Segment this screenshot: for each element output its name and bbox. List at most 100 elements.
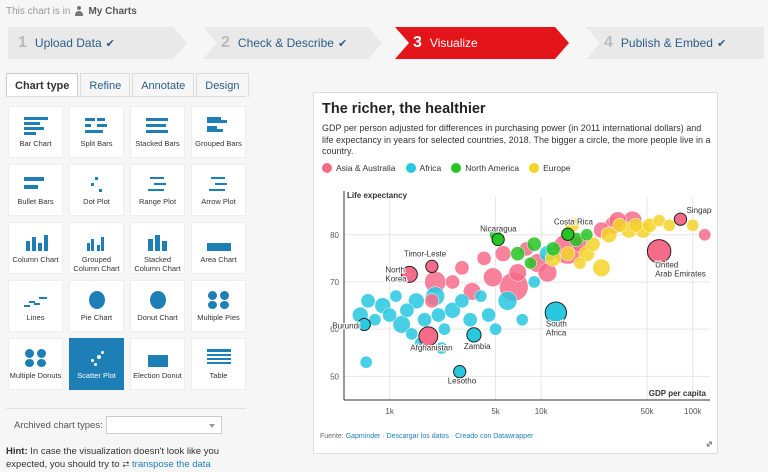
chart-type-multiple-donuts[interactable]: Multiple Donuts — [8, 338, 63, 390]
workflow-steps: 1 Upload Data ✔ 2 Check & Describe ✔ 3 V… — [8, 27, 764, 59]
data-point — [481, 307, 497, 323]
user-icon — [74, 6, 84, 16]
step-upload-data[interactable]: 1 Upload Data ✔ — [8, 27, 187, 59]
chart-type-label: Stacked Column Chart — [134, 255, 181, 273]
data-point — [399, 302, 415, 318]
chart-type-scatter-plot[interactable]: Scatter Plot — [69, 338, 124, 390]
chart-type-stacked-column-chart[interactable]: Stacked Column Chart — [130, 222, 185, 274]
chart-type-stacked-bars[interactable]: Stacked Bars — [130, 106, 185, 158]
chart-type-label: Lines — [26, 313, 45, 322]
chart-type-dot-plot[interactable]: Dot Plot — [69, 164, 124, 216]
chart-type-label: Election Donut — [133, 371, 182, 380]
tab-annotate[interactable]: Annotate — [132, 73, 195, 97]
chart-preview: The richer, the healthier GDP per person… — [313, 92, 718, 454]
transpose-data-link[interactable]: transpose the data — [132, 459, 211, 470]
step-number: 2 — [221, 34, 230, 51]
y-tick-label: 50 — [330, 372, 339, 381]
chart-type-label: Scatter Plot — [77, 371, 116, 380]
chart-type-label: Multiple Pies — [197, 313, 240, 322]
area-chart-icon — [206, 233, 231, 251]
chart-type-election-donut[interactable]: Election Donut — [130, 338, 185, 390]
chart-type-area-chart[interactable]: Area Chart — [191, 222, 246, 274]
data-point — [600, 226, 618, 244]
labeled-data-point — [357, 317, 371, 332]
step-check-describe[interactable]: 2 Check & Describe ✔ — [203, 27, 382, 59]
election-donut-icon — [146, 349, 170, 367]
step-publish-embed[interactable]: 4 Publish & Embed ✔ — [586, 27, 764, 59]
scatter-plot-icon — [85, 349, 109, 367]
chart-type-multiple-pies[interactable]: Multiple Pies — [191, 280, 246, 332]
chart-type-grouped-column-chart[interactable]: Grouped Column Chart — [69, 222, 124, 274]
y-tick-label: 80 — [330, 231, 339, 240]
legend-item: Africa — [405, 163, 441, 173]
chart-type-arrow-plot[interactable]: Arrow Plot — [191, 164, 246, 216]
scatter-plot: 50 60 70 80 1k 5k 10k 50k 100k Life expectancy GDP… — [330, 191, 712, 416]
labeled-data-point — [646, 239, 672, 264]
chart-type-label: Range Plot — [138, 197, 177, 206]
tab-refine[interactable]: Refine — [80, 73, 131, 97]
chart-type-label: Donut Chart — [137, 313, 178, 322]
chart-type-bar-chart[interactable]: Bar Chart — [8, 106, 63, 158]
tab-chart-type[interactable]: Chart type — [6, 73, 79, 97]
range-plot-icon — [146, 175, 170, 193]
data-point — [444, 302, 461, 319]
chart-type-column-chart[interactable]: Column Chart — [8, 222, 63, 274]
data-point — [438, 322, 451, 336]
multiple-pies-icon — [207, 291, 231, 309]
chart-type-table[interactable]: Table — [191, 338, 246, 390]
chart-type-label: Bullet Bars — [17, 197, 54, 206]
point-label: Afghanistan — [410, 343, 452, 352]
data-point — [592, 258, 611, 277]
data-point — [489, 322, 502, 336]
dot-plot-icon — [85, 175, 109, 193]
step-number: 1 — [18, 34, 27, 51]
folder-name-link[interactable]: My Charts — [88, 5, 137, 17]
step-number: 4 — [604, 34, 613, 51]
data-point — [585, 236, 601, 252]
data-point — [527, 275, 541, 289]
grouped-column-chart-icon — [85, 233, 109, 251]
labeled-data-point — [561, 227, 575, 241]
column-chart-icon — [24, 233, 48, 251]
x-tick-label: 1k — [385, 407, 394, 416]
archived-chart-type-select[interactable] — [106, 416, 222, 434]
step-label: Upload Data — [34, 36, 102, 50]
resize-handle-icon[interactable]: ⇕ — [703, 437, 716, 451]
source-link-gapminder[interactable]: Gapminder — [345, 433, 381, 440]
legend-item: North America — [451, 163, 519, 173]
data-point — [417, 312, 432, 328]
data-point — [360, 293, 376, 309]
chart-type-label: Bar Chart — [19, 139, 52, 148]
source-link-download[interactable]: Descargar los datos — [386, 433, 449, 440]
check-icon: ✔ — [337, 37, 348, 50]
chart-type-lines[interactable]: Lines — [8, 280, 63, 332]
transpose-icon: ⮂ — [122, 459, 130, 469]
arrow-plot-icon — [207, 175, 231, 193]
chart-type-pie-chart[interactable]: Pie Chart — [69, 280, 124, 332]
chart-type-label: Column Chart — [12, 255, 59, 264]
sidebar-tabs: Chart type Refine Annotate Design — [6, 73, 251, 97]
chart-title: The richer, the healthier — [322, 101, 486, 117]
y-tick-label: 60 — [330, 325, 339, 334]
data-point — [686, 218, 700, 232]
point-label: Burundi — [332, 321, 360, 330]
point-label: Costa Rica — [554, 217, 594, 226]
legend-label: Asia & Australia — [336, 163, 396, 173]
data-point — [497, 291, 518, 311]
legend-swatch — [529, 163, 540, 173]
chart-type-donut-chart[interactable]: Donut Chart — [130, 280, 185, 332]
chart-type-range-plot[interactable]: Range Plot — [130, 164, 185, 216]
chart-type-label: Area Chart — [200, 255, 237, 264]
chart-type-label: Multiple Donuts — [9, 371, 62, 380]
source-link-datawrapper[interactable]: Creado con Datawrapper — [455, 433, 534, 440]
step-visualize[interactable]: 3 Visualize — [395, 27, 569, 59]
split-bars-icon — [84, 117, 109, 135]
chart-type-grouped-bars[interactable]: Grouped Bars — [191, 106, 246, 158]
tab-design[interactable]: Design — [196, 73, 249, 97]
check-icon: ✔ — [105, 37, 115, 50]
chart-type-bullet-bars[interactable]: Bullet Bars — [8, 164, 63, 216]
legend-swatch — [322, 163, 332, 173]
folder-prefix: This chart is in — [6, 5, 71, 17]
legend-label: North America — [465, 163, 520, 173]
chart-type-split-bars[interactable]: Split Bars — [69, 106, 124, 158]
